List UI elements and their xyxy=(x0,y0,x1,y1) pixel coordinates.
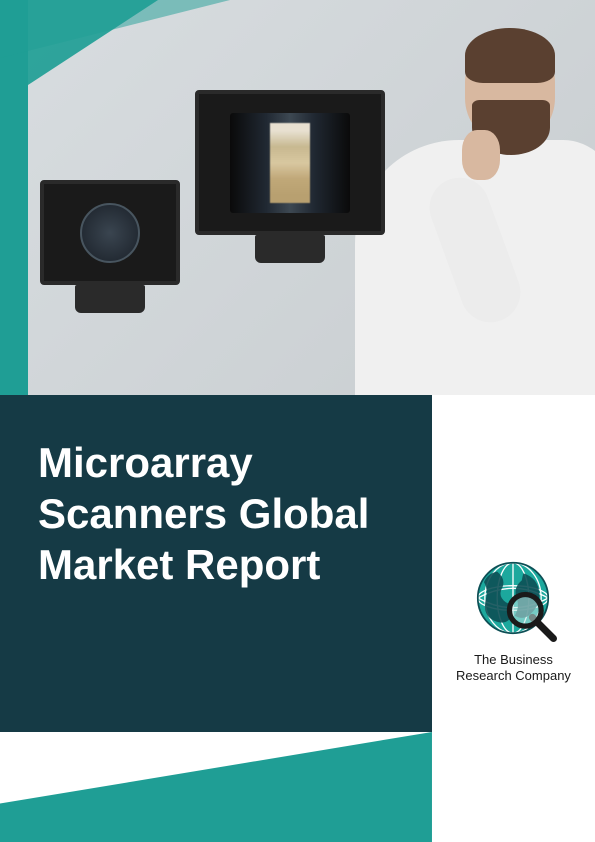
person-hair xyxy=(465,28,555,83)
brand-stripe-left xyxy=(0,0,28,395)
monitor-small xyxy=(40,180,180,285)
brand-triangle-overlay xyxy=(28,0,158,85)
company-name: The Business Research Company xyxy=(456,652,571,683)
report-cover-page: Microarray Scanners Global Market Report xyxy=(0,0,595,842)
globe-icon xyxy=(469,554,557,642)
logo-panel: The Business Research Company xyxy=(432,395,595,842)
company-name-line1: The Business xyxy=(456,652,571,667)
spine-scan-image xyxy=(230,113,350,213)
person-hand xyxy=(462,130,500,180)
ct-scan-thumbnail xyxy=(80,203,140,263)
report-title: Microarray Scanners Global Market Report xyxy=(38,437,394,591)
hero-image-area xyxy=(0,0,595,395)
title-panel: Microarray Scanners Global Market Report xyxy=(0,395,432,732)
monitor-main xyxy=(195,90,385,235)
company-logo: The Business Research Company xyxy=(456,554,571,683)
company-name-line2: Research Company xyxy=(456,668,571,683)
